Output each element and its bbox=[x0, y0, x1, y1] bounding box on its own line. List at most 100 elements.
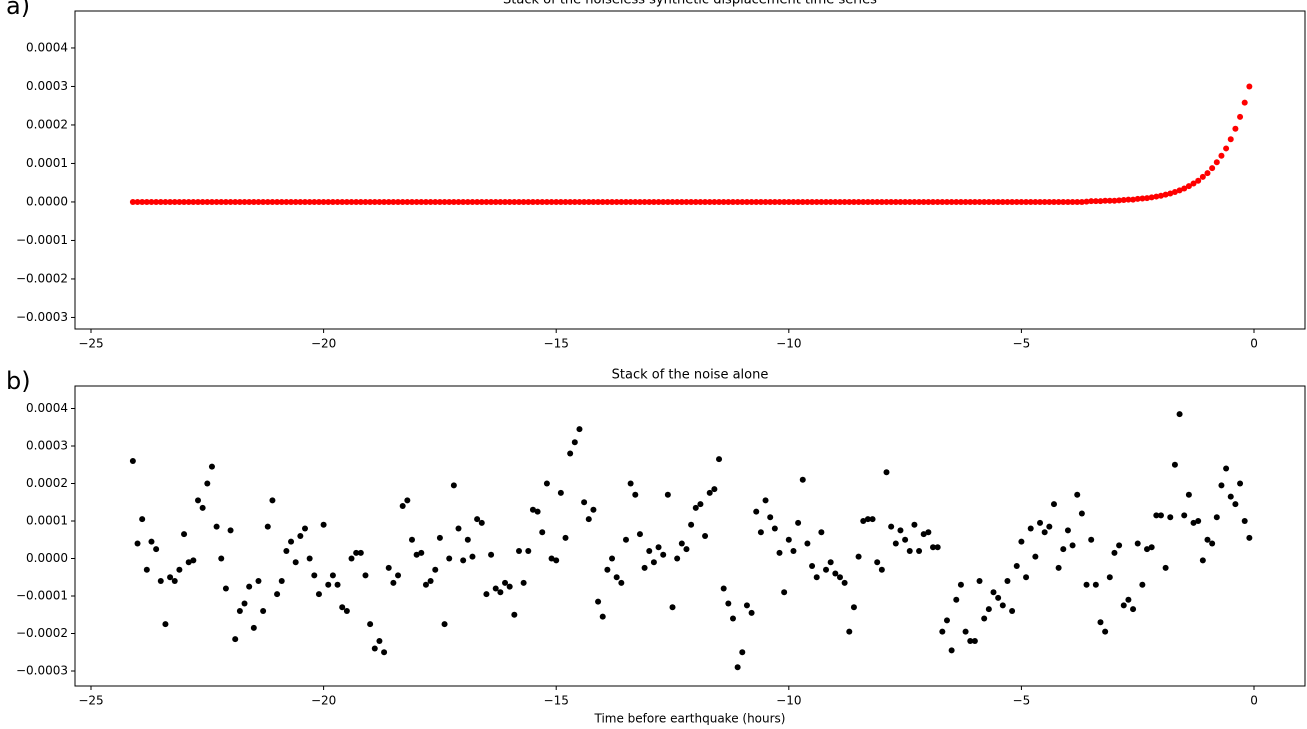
data-point bbox=[878, 566, 885, 573]
data-point bbox=[818, 529, 825, 536]
data-point bbox=[306, 555, 313, 562]
data-point bbox=[571, 198, 578, 205]
data-point bbox=[1060, 198, 1067, 205]
data-point bbox=[1013, 563, 1020, 569]
data-point bbox=[664, 198, 671, 205]
data-point bbox=[1083, 198, 1090, 205]
data-point bbox=[850, 604, 857, 611]
data-point bbox=[892, 540, 899, 547]
data-point bbox=[1246, 534, 1253, 541]
data-point bbox=[897, 198, 904, 205]
x-tick-label: −10 bbox=[776, 694, 801, 708]
data-point bbox=[385, 198, 392, 205]
data-point bbox=[260, 608, 267, 614]
data-point bbox=[609, 555, 616, 562]
data-point bbox=[1041, 198, 1048, 205]
data-point bbox=[1153, 193, 1160, 200]
data-point bbox=[1004, 578, 1011, 584]
data-point bbox=[1055, 564, 1062, 571]
data-point bbox=[1185, 491, 1192, 498]
data-point bbox=[213, 198, 220, 205]
data-point bbox=[627, 480, 634, 487]
data-point bbox=[1078, 510, 1085, 517]
x-tick-label: −25 bbox=[78, 337, 103, 351]
data-point bbox=[832, 198, 839, 205]
data-point bbox=[143, 198, 150, 205]
data-point bbox=[460, 198, 467, 205]
data-point bbox=[571, 439, 578, 446]
data-point bbox=[622, 198, 629, 205]
data-point bbox=[1106, 574, 1113, 581]
data-point bbox=[1027, 525, 1034, 532]
data-point bbox=[311, 198, 318, 205]
data-point bbox=[1232, 501, 1239, 508]
data-point bbox=[888, 198, 895, 205]
data-point bbox=[795, 198, 802, 205]
data-point bbox=[604, 198, 611, 205]
data-point bbox=[404, 497, 411, 504]
data-point bbox=[143, 566, 150, 573]
data-point bbox=[785, 198, 792, 205]
data-point bbox=[362, 198, 369, 205]
data-point bbox=[864, 516, 871, 523]
data-point bbox=[1190, 519, 1197, 526]
data-point bbox=[906, 198, 913, 205]
data-point bbox=[1167, 190, 1174, 197]
data-point bbox=[422, 581, 429, 588]
data-point bbox=[971, 638, 978, 644]
data-point bbox=[534, 198, 541, 205]
data-point bbox=[860, 198, 867, 205]
data-point bbox=[153, 198, 160, 205]
data-point bbox=[1134, 195, 1141, 202]
data-point bbox=[692, 504, 699, 511]
data-point bbox=[920, 531, 927, 538]
data-point bbox=[1069, 542, 1076, 549]
x-axis-label: Time before earthquake (hours) bbox=[594, 712, 786, 726]
data-point bbox=[892, 198, 899, 205]
data-point bbox=[702, 533, 709, 539]
data-point bbox=[474, 198, 481, 205]
data-point bbox=[232, 636, 239, 643]
data-point bbox=[636, 198, 643, 205]
data-point bbox=[343, 198, 350, 205]
data-point bbox=[515, 548, 522, 554]
data-point bbox=[283, 198, 290, 205]
data-point bbox=[1050, 501, 1057, 508]
data-point bbox=[916, 548, 923, 554]
data-point bbox=[167, 574, 174, 581]
data-point bbox=[227, 527, 234, 534]
data-point bbox=[464, 536, 471, 543]
y-tick-label: 0.0003 bbox=[26, 79, 68, 93]
data-point bbox=[1064, 198, 1071, 205]
data-point bbox=[1213, 514, 1220, 521]
data-point bbox=[185, 198, 192, 205]
y-tick-label: −0.0002 bbox=[16, 626, 68, 640]
data-point bbox=[511, 611, 518, 618]
y-tick-label: 0.0002 bbox=[26, 117, 68, 131]
data-point bbox=[1246, 83, 1253, 90]
data-point bbox=[981, 615, 988, 622]
data-point bbox=[381, 649, 388, 656]
data-point bbox=[553, 557, 560, 564]
data-point bbox=[883, 469, 890, 476]
data-point bbox=[948, 198, 955, 205]
data-point bbox=[581, 198, 588, 205]
data-point bbox=[520, 198, 527, 205]
data-point bbox=[1241, 99, 1248, 106]
data-point bbox=[995, 198, 1002, 205]
data-point bbox=[1171, 461, 1178, 468]
data-point bbox=[246, 198, 253, 205]
data-point bbox=[460, 557, 467, 564]
data-point bbox=[171, 198, 178, 205]
data-point bbox=[948, 647, 955, 654]
data-point bbox=[739, 198, 746, 205]
data-point bbox=[1185, 183, 1192, 190]
data-point bbox=[743, 198, 750, 205]
data-point bbox=[660, 198, 667, 205]
data-point bbox=[195, 497, 201, 504]
data-point bbox=[204, 480, 211, 487]
data-point bbox=[1176, 187, 1183, 194]
data-point bbox=[176, 198, 183, 205]
y-tick-label: −0.0002 bbox=[16, 271, 68, 285]
data-point bbox=[864, 198, 871, 205]
